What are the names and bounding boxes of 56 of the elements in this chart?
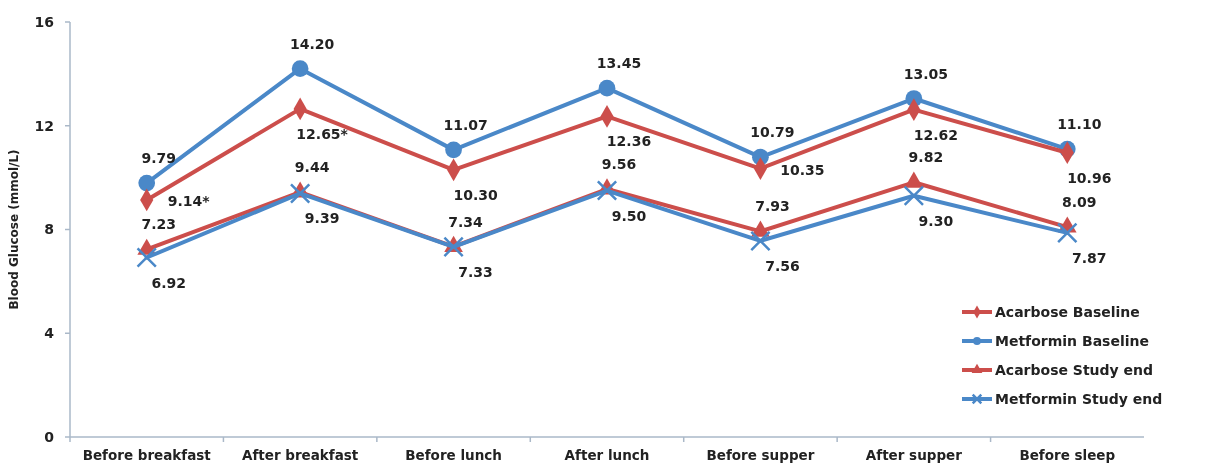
data-label: 7.33: [458, 263, 493, 280]
data-label: 9.44: [294, 159, 330, 176]
data-label: 10.35: [780, 161, 825, 178]
point: [289, 183, 311, 204]
point: [1056, 222, 1078, 244]
point: [443, 236, 464, 258]
data-label: 7.23: [141, 216, 176, 233]
data-label: 9.14*: [167, 192, 211, 209]
y-tick-label: 0: [44, 428, 55, 445]
x-tick-label: Before sleep: [1019, 447, 1116, 463]
data-label: 10.79: [750, 124, 795, 141]
legend-label: Acarbose Baseline: [995, 303, 1140, 320]
point: [596, 180, 618, 201]
point: [750, 230, 771, 252]
data-label: 9.79: [141, 150, 176, 167]
x-tick-label: After lunch: [564, 447, 650, 463]
data-label: 10.30: [453, 186, 498, 203]
data-label: 13.05: [903, 65, 949, 82]
x-tick-label: After breakfast: [241, 447, 359, 463]
legend-label: Metformin Baseline: [995, 332, 1149, 349]
y-tick-label: 16: [34, 13, 54, 30]
data-label: 6.92: [151, 274, 186, 291]
x-tick-label: Before breakfast: [82, 447, 212, 463]
point: [138, 174, 156, 192]
x-tick-label: After supper: [865, 447, 963, 463]
point: [903, 185, 925, 207]
y-axis-title: Blood Glucose (mmol/L): [7, 149, 21, 310]
legend-label: Metformin Study end: [995, 390, 1163, 407]
point: [291, 60, 309, 78]
data-label: 10.96: [1067, 169, 1112, 186]
point: [598, 79, 616, 97]
legend-label: Acarbose Study end: [995, 361, 1154, 378]
data-label: 9.39: [304, 210, 340, 227]
point: [136, 247, 158, 268]
data-label: 12.65*: [296, 125, 349, 142]
data-label: 7.87: [1072, 249, 1107, 266]
data-label: 13.45: [596, 55, 642, 72]
data-label: 8.09: [1062, 194, 1097, 211]
data-label: 9.50: [611, 207, 647, 224]
data-label: 9.56: [601, 156, 637, 173]
data-label: 9.82: [908, 149, 944, 166]
x-tick-label: Before lunch: [405, 447, 502, 463]
y-tick-label: 4: [44, 325, 55, 342]
data-label: 9.30: [918, 212, 954, 229]
x-tick-label: Before supper: [706, 447, 815, 463]
data-label: 7.93: [755, 198, 790, 215]
data-label: 12.36: [606, 133, 652, 150]
data-label: 14.20: [289, 35, 335, 52]
y-tick-label: 12: [34, 117, 54, 134]
data-label: 7.56: [765, 257, 800, 274]
point: [445, 141, 462, 159]
data-label: 12.62: [913, 126, 959, 143]
data-label: 7.34: [448, 213, 484, 230]
data-label: 11.07: [443, 116, 488, 133]
y-tick-label: 8: [44, 221, 54, 238]
data-label: 11.10: [1057, 116, 1102, 133]
